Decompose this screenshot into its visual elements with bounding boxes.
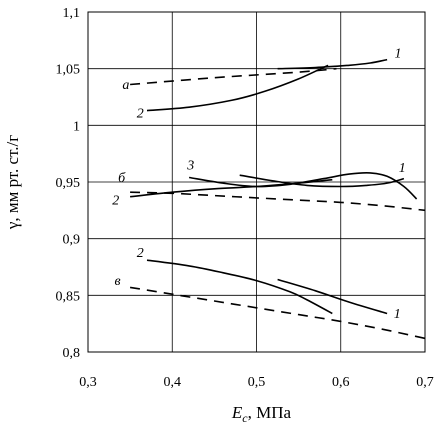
series-line <box>277 58 388 70</box>
y-tick-label: 0,8 <box>63 346 81 361</box>
y-tick-label: 0,85 <box>56 289 81 304</box>
curve-label: 2 <box>137 106 144 121</box>
plot-area-frame <box>87 11 426 353</box>
curve-label: 3 <box>186 159 194 174</box>
x-tick-labels: 0,3 0,4 0,5 0,6 0,7 <box>79 375 434 390</box>
curve-label: в <box>114 274 120 289</box>
x-tick-label: 0,4 <box>164 375 182 390</box>
curve-label: 1 <box>395 46 402 61</box>
y-tick-label: 1,05 <box>56 63 81 78</box>
x-axis-title-main: E <box>231 403 243 422</box>
curve-label: а <box>122 78 129 93</box>
grid <box>88 12 425 352</box>
series-line <box>130 191 426 212</box>
x-axis-title-subscript: c <box>242 411 248 425</box>
curve-label: 2 <box>112 194 119 209</box>
y-tick-label: 0,9 <box>63 233 81 248</box>
y-axis-title: γ, мм рт. ст./г <box>3 135 22 230</box>
curve-label: 1 <box>394 307 401 322</box>
x-tick-label: 0,5 <box>248 375 266 390</box>
series-line <box>188 172 418 200</box>
curve-label: 1 <box>399 161 406 176</box>
y-tick-label: 1,1 <box>63 6 81 21</box>
curve-label: 2 <box>137 246 144 261</box>
series-line <box>146 64 329 112</box>
series-line <box>130 67 337 86</box>
x-axis-title-unit: , МПа <box>248 403 292 422</box>
series-line <box>239 174 405 188</box>
y-tick-labels: 0,8 0,85 0,9 0,95 1 1,05 1,1 <box>56 6 81 361</box>
series-layer <box>129 58 426 340</box>
curve-label: б <box>118 171 126 186</box>
x-axis-title: Ec, МПа <box>231 403 292 425</box>
series-line <box>146 259 333 315</box>
y-tick-label: 1 <box>73 119 80 134</box>
x-tick-label: 0,7 <box>416 375 434 390</box>
x-tick-label: 0,6 <box>332 375 350 390</box>
series-line <box>277 278 388 315</box>
y-tick-label: 0,95 <box>56 176 81 191</box>
x-tick-label: 0,3 <box>79 375 97 390</box>
